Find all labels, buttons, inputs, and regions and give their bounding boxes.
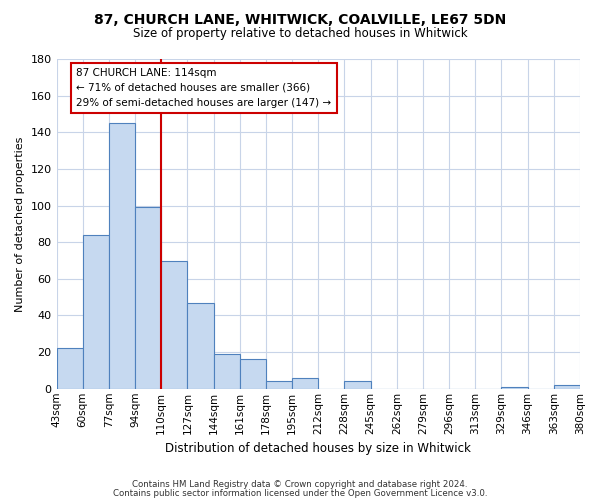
- Bar: [161, 260, 187, 389]
- Text: Contains HM Land Registry data © Crown copyright and database right 2024.: Contains HM Land Registry data © Crown c…: [132, 480, 468, 489]
- Bar: [554, 385, 580, 389]
- Y-axis label: Number of detached properties: Number of detached properties: [15, 136, 25, 312]
- Text: 87, CHURCH LANE, WHITWICK, COALVILLE, LE67 5DN: 87, CHURCH LANE, WHITWICK, COALVILLE, LE…: [94, 12, 506, 26]
- X-axis label: Distribution of detached houses by size in Whitwick: Distribution of detached houses by size …: [166, 442, 471, 455]
- Bar: [502, 387, 527, 389]
- Text: 87 CHURCH LANE: 114sqm
← 71% of detached houses are smaller (366)
29% of semi-de: 87 CHURCH LANE: 114sqm ← 71% of detached…: [76, 68, 331, 108]
- Text: Size of property relative to detached houses in Whitwick: Size of property relative to detached ho…: [133, 28, 467, 40]
- Bar: [344, 382, 371, 389]
- Bar: [292, 378, 318, 389]
- Bar: [240, 360, 266, 389]
- Text: Contains public sector information licensed under the Open Government Licence v3: Contains public sector information licen…: [113, 488, 487, 498]
- Bar: [135, 208, 161, 389]
- Bar: [83, 235, 109, 389]
- Bar: [187, 302, 214, 389]
- Bar: [109, 123, 135, 389]
- Bar: [214, 354, 240, 389]
- Bar: [56, 348, 83, 389]
- Bar: [266, 382, 292, 389]
